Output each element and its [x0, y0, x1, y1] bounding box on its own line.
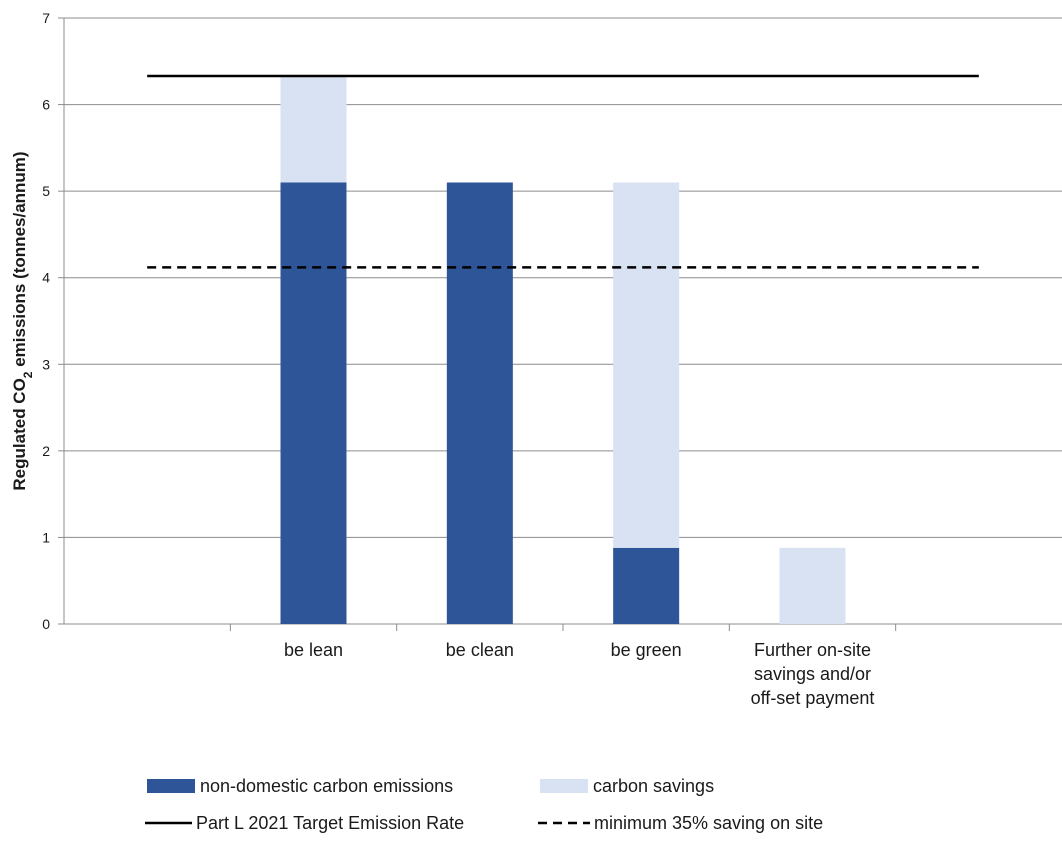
- legend-swatch: [540, 779, 588, 793]
- y-tick-label: 1: [42, 529, 50, 545]
- legend-label: non-domestic carbon emissions: [200, 776, 453, 796]
- y-tick-label: 2: [42, 443, 50, 459]
- bar: [280, 76, 347, 183]
- legend-label: minimum 35% saving on site: [594, 813, 823, 833]
- bar: [280, 182, 347, 624]
- x-tick-label: savings and/or: [754, 664, 871, 684]
- bar: [613, 547, 680, 624]
- legend-swatch: [147, 779, 195, 793]
- bar: [779, 547, 846, 624]
- x-tick-label: Further on-site: [754, 640, 871, 660]
- x-tick-label: be clean: [446, 640, 514, 660]
- bar: [613, 182, 680, 548]
- y-tick-label: 6: [42, 97, 50, 113]
- bar: [446, 182, 513, 624]
- y-axis-title: Regulated CO2 emissions (tonnes/annum): [10, 151, 35, 490]
- y-tick-label: 4: [42, 270, 50, 286]
- y-tick-label: 3: [42, 356, 50, 372]
- y-tick-label: 5: [42, 183, 50, 199]
- y-tick-label: 0: [42, 616, 50, 632]
- x-tick-label: off-set payment: [751, 688, 875, 708]
- legend-label: Part L 2021 Target Emission Rate: [196, 813, 464, 833]
- x-tick-label: be lean: [284, 640, 343, 660]
- x-tick-label: be green: [611, 640, 682, 660]
- legend-label: carbon savings: [593, 776, 714, 796]
- y-tick-label: 7: [42, 10, 50, 26]
